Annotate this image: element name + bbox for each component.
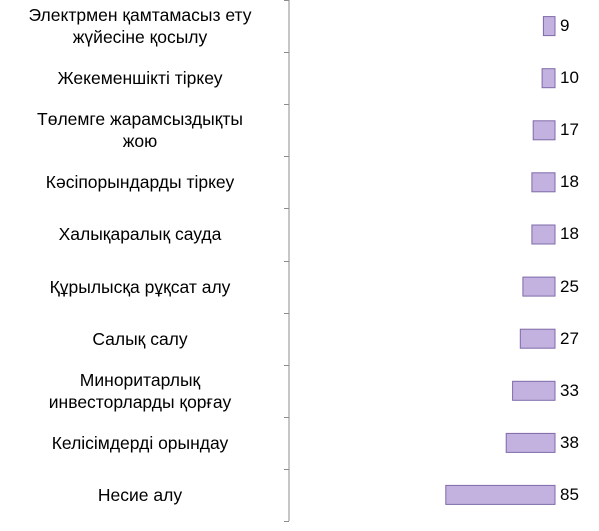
data-label: 17 xyxy=(560,120,579,140)
bar xyxy=(512,380,556,401)
data-label: 18 xyxy=(560,172,579,192)
category-label-line: Миноритарлық xyxy=(79,369,201,390)
data-label: 25 xyxy=(560,276,579,296)
bar xyxy=(505,432,556,453)
data-label: 18 xyxy=(560,224,579,244)
category-label: Құрылысқа рұқсат алу xyxy=(0,276,280,298)
bar xyxy=(542,16,556,37)
category-label-line: Кәсіпорындарды тіркеу xyxy=(45,172,235,193)
category-label-line: Төлемге жарамсыздықты xyxy=(37,109,243,130)
category-label: Жекеменшікті тіркеу xyxy=(0,67,280,89)
data-label: 27 xyxy=(560,328,579,348)
data-label: 33 xyxy=(560,380,579,400)
bar xyxy=(522,276,556,297)
category-label: Миноритарлық инвесторларды қорғау xyxy=(0,369,280,413)
category-label: Несие алу xyxy=(0,484,280,506)
data-label: 38 xyxy=(560,432,579,452)
category-label-line: Құрылысқа рұқсат алу xyxy=(49,276,231,297)
category-label: Электрмен қамтамасыз ету жүйесіне қосылу xyxy=(0,4,280,48)
category-label: Келісімдерді орындау xyxy=(0,432,280,454)
bar xyxy=(531,224,556,245)
category-label-line: Келісімдерді орындау xyxy=(51,432,229,453)
bar xyxy=(531,172,556,193)
category-label-line: Электрмен қамтамасыз ету xyxy=(28,5,252,26)
category-label-line: Салық салу xyxy=(92,328,188,349)
data-label: 9 xyxy=(560,16,570,36)
category-label-line: Халықаралық сауда xyxy=(58,224,222,245)
category-label-line: жүйесіне қосылу xyxy=(72,27,208,48)
category-label-line: инвесторларды қорғау xyxy=(48,391,232,412)
bar xyxy=(519,328,556,349)
category-label-line: жою xyxy=(122,131,158,152)
data-label: 85 xyxy=(560,484,579,504)
category-label: Халықаралық сауда xyxy=(0,223,280,245)
bar xyxy=(532,120,556,141)
category-label: Төлемге жарамсыздықты жою xyxy=(0,108,280,152)
data-label: 10 xyxy=(560,68,579,88)
category-label-line: Несие алу xyxy=(97,484,183,505)
bar xyxy=(541,68,556,89)
category-label-line: Жекеменшікті тіркеу xyxy=(57,68,223,89)
category-label: Кәсіпорындарды тіркеу xyxy=(0,171,280,193)
bar xyxy=(445,484,556,505)
category-label: Салық салу xyxy=(0,328,280,350)
